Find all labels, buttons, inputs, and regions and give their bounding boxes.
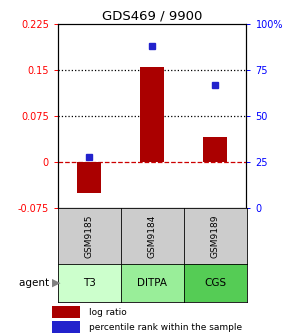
Title: GDS469 / 9900: GDS469 / 9900	[102, 9, 202, 23]
Text: GSM9185: GSM9185	[85, 214, 94, 258]
Text: GSM9184: GSM9184	[148, 214, 157, 258]
Text: percentile rank within the sample: percentile rank within the sample	[89, 323, 242, 332]
Text: log ratio: log ratio	[89, 308, 127, 317]
Text: agent: agent	[19, 278, 52, 288]
Bar	[77, 162, 102, 193]
Bar	[52, 321, 80, 333]
Bar	[203, 137, 227, 162]
Bar	[140, 67, 164, 162]
Text: GSM9189: GSM9189	[211, 214, 220, 258]
Text: CGS: CGS	[204, 278, 226, 288]
Bar	[52, 306, 80, 318]
Text: DITPA: DITPA	[137, 278, 167, 288]
Text: T3: T3	[83, 278, 96, 288]
Text: ▶: ▶	[52, 278, 61, 288]
